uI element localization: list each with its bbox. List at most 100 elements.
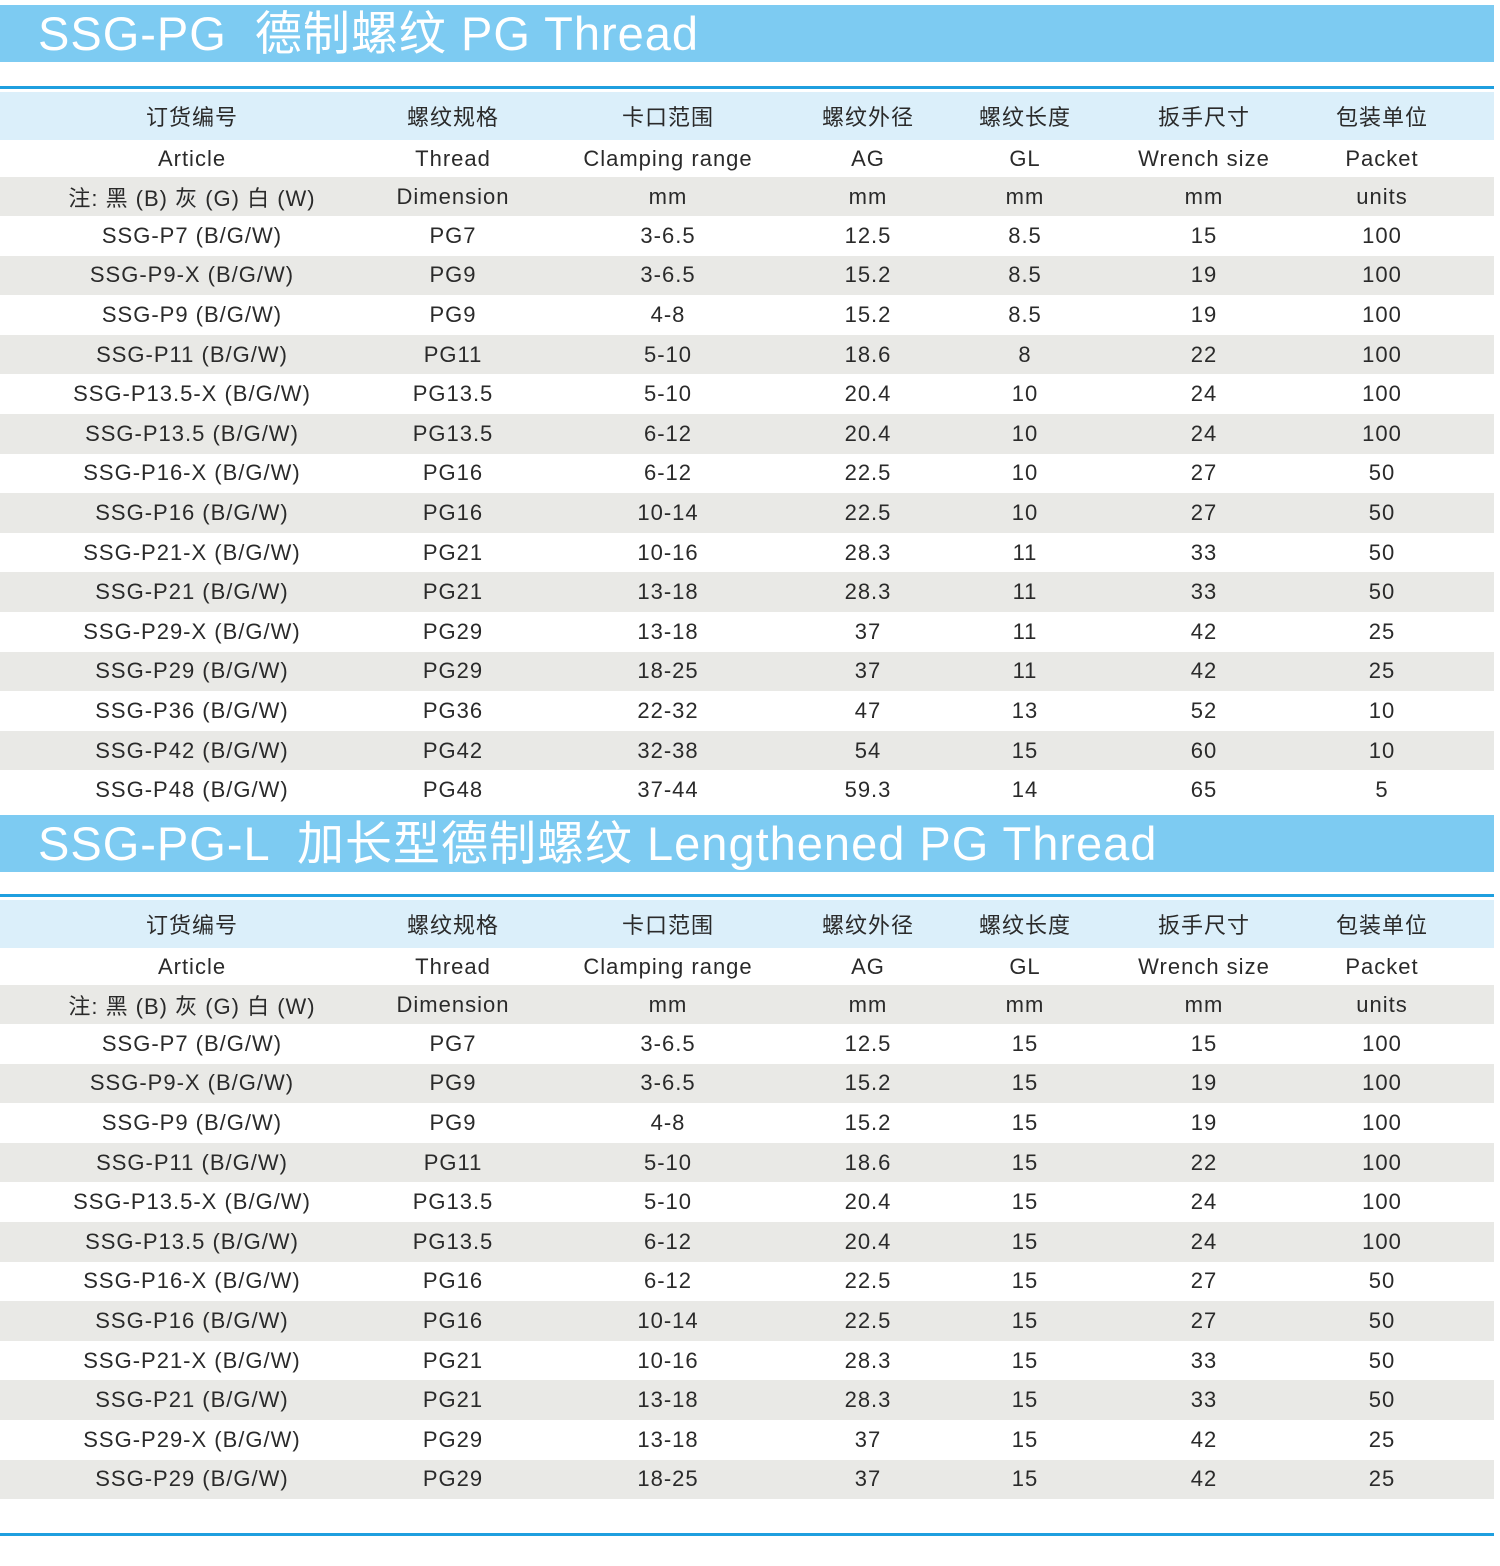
cell: SSG-P9-X (B/G/W): [89, 1070, 295, 1096]
cell: 22: [1190, 1149, 1218, 1175]
cell: 22.5: [844, 1268, 892, 1294]
cell: 42: [1190, 658, 1218, 684]
cell: 螺纹长度: [978, 913, 1071, 938]
cell: 12.5: [844, 1030, 892, 1056]
cell: 32-38: [637, 737, 699, 763]
cell: 注: 黑 (B) 灰 (G) 白 (W): [68, 185, 316, 211]
cell: 28.3: [844, 1387, 892, 1413]
cell: 50: [1368, 579, 1396, 605]
cell: 螺纹规格: [406, 913, 499, 938]
cell: 15.2: [844, 1109, 892, 1135]
cell: 24: [1190, 420, 1218, 446]
table-row: SSG-P13.5-X (B/G/W) PG13.5 5-10 20.4 15 24 100: [0, 1182, 1494, 1222]
cell: Article: [157, 145, 227, 171]
table-row: SSG-P21-X (B/G/W) PG21 10-16 28.3 15 33 50: [0, 1340, 1494, 1381]
cell: 20.4: [844, 381, 892, 407]
cell: SSG-P9-X (B/G/W): [89, 262, 295, 288]
cell: SSG-P21 (B/G/W): [95, 579, 289, 605]
cell: PG29: [422, 658, 484, 684]
cell: 5-10: [643, 1149, 693, 1175]
cell: 28.3: [844, 1347, 892, 1373]
cell: 卡口范围: [621, 913, 714, 938]
cell: Dimension: [396, 991, 510, 1017]
cell: 15: [1011, 1189, 1039, 1215]
cell: GL: [1009, 145, 1041, 171]
cell: mm: [648, 991, 688, 1017]
cell: Clamping range: [583, 145, 753, 171]
cell: 42: [1190, 1426, 1218, 1452]
cell: mm: [1005, 991, 1045, 1017]
cell: 22.5: [844, 499, 892, 525]
cell: Wrench size: [1138, 145, 1270, 171]
cell: 12.5: [844, 222, 892, 248]
table-row: SSG-P9-X (B/G/W) PG9 3-6.5 15.2 15 19 100: [0, 1063, 1494, 1104]
cell: 37-44: [637, 777, 699, 803]
cell: 10-16: [637, 539, 699, 565]
cell: SSG-P36 (B/G/W): [95, 697, 289, 723]
table-row: SSG-P9 (B/G/W) PG9 4-8 15.2 15 19 100: [0, 1103, 1494, 1143]
cell: SSG-P13.5-X (B/G/W): [73, 381, 311, 407]
cell: 47: [854, 697, 882, 723]
cell: PG16: [422, 1307, 484, 1333]
cell: SSG-P42 (B/G/W): [95, 737, 289, 763]
cell: PG13.5: [412, 1189, 494, 1215]
cell: GL: [1009, 953, 1041, 979]
cell: mm: [848, 991, 888, 1017]
cell: 25: [1368, 1426, 1396, 1452]
table-row: SSG-P13.5 (B/G/W) PG13.5 6-12 20.4 10 24 100: [0, 413, 1494, 454]
header-row-en: Article Thread Clamping range AG GL Wrench si…: [0, 948, 1494, 985]
cell: 19: [1190, 301, 1218, 327]
cell: PG29: [422, 1466, 484, 1492]
cell: SSG-P16 (B/G/W): [95, 499, 289, 525]
cell: 33: [1190, 1387, 1218, 1413]
cell: 100: [1362, 420, 1402, 446]
cell: PG36: [422, 697, 484, 723]
cell: 65: [1190, 777, 1218, 803]
cell: SSG-P13.5 (B/G/W): [85, 420, 299, 446]
cell: SSG-P21 (B/G/W): [95, 1387, 289, 1413]
table-row: SSG-P13.5-X (B/G/W) PG13.5 5-10 20.4 10 24 100: [0, 374, 1494, 414]
cell: 37: [854, 1466, 882, 1492]
divider: [0, 894, 1494, 897]
cell: 15: [1011, 1109, 1039, 1135]
cell: SSG-P16-X (B/G/W): [83, 1268, 301, 1294]
cell: 13-18: [637, 579, 699, 605]
cell: 13-18: [637, 618, 699, 644]
cell: 50: [1368, 1307, 1396, 1333]
pg-thread-table: 订货编号 螺纹规格 卡口范围 螺纹外径 螺纹长度 扳手尺寸 包装单位 Article Threa…: [0, 92, 1494, 810]
cell: 8.5: [1008, 301, 1042, 327]
cell: mm: [1005, 183, 1045, 209]
cell: 10: [1011, 460, 1039, 486]
cell: PG21: [422, 1347, 484, 1373]
cell: 27: [1190, 1307, 1218, 1333]
cell: SSG-P7 (B/G/W): [101, 222, 283, 248]
cell: 13-18: [637, 1426, 699, 1452]
header-row-cn: 订货编号 螺纹规格 卡口范围 螺纹外径 螺纹长度 扳手尺寸 包装单位: [0, 92, 1494, 140]
cell: 15: [1011, 1466, 1039, 1492]
cell: 22.5: [844, 460, 892, 486]
cell: 包装单位: [1335, 913, 1428, 938]
cell: Dimension: [396, 183, 510, 209]
cell: 15: [1011, 1149, 1039, 1175]
cell: 100: [1362, 1189, 1402, 1215]
cell: 100: [1362, 1149, 1402, 1175]
cell: PG11: [423, 341, 483, 367]
cell: 42: [1190, 1466, 1218, 1492]
cell: 50: [1368, 460, 1396, 486]
cell: 50: [1368, 1268, 1396, 1294]
cell: Thread: [415, 145, 491, 171]
cell: 22: [1190, 341, 1218, 367]
cell: 15: [1190, 222, 1218, 248]
cell: 25: [1368, 658, 1396, 684]
cell: 59.3: [844, 777, 892, 803]
cell: 19: [1190, 1070, 1218, 1096]
cell: SSG-P9 (B/G/W): [101, 1109, 283, 1135]
lengthened-pg-thread-table: 订货编号 螺纹规格 卡口范围 螺纹外径 螺纹长度 扳手尺寸 包装单位 Article Threa…: [0, 900, 1494, 1500]
cell: 螺纹外径: [821, 913, 914, 938]
cell: 100: [1362, 1030, 1402, 1056]
cell: 15: [1011, 1387, 1039, 1413]
cell: 包装单位: [1335, 105, 1428, 130]
cell: 5-10: [643, 341, 693, 367]
cell: 15: [1011, 1030, 1039, 1056]
cell: 螺纹长度: [978, 105, 1071, 130]
